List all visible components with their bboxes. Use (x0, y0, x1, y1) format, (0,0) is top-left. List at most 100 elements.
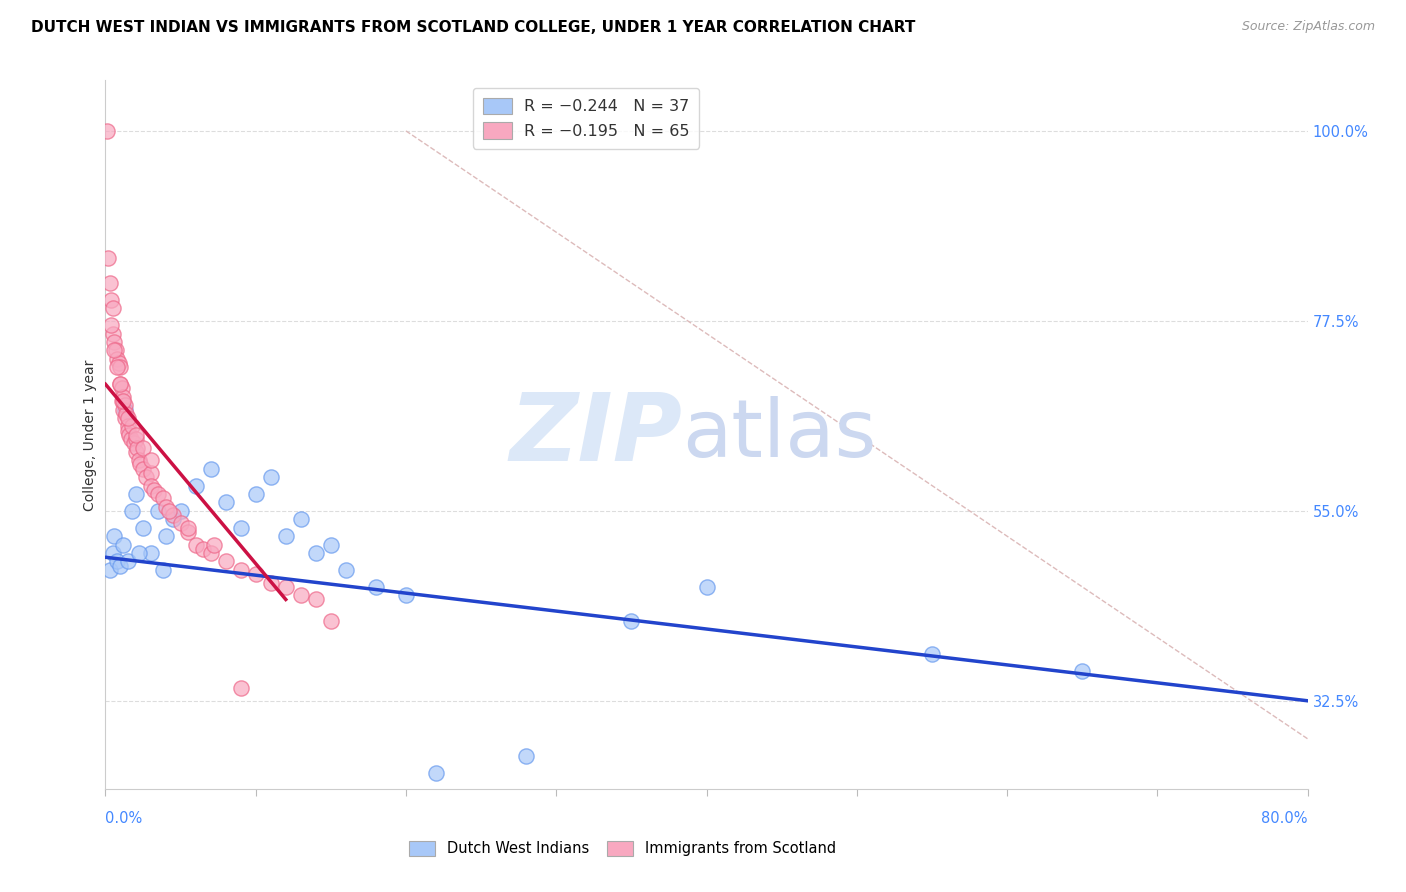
Point (152, 563, 174, 577)
Point (98, 563, 121, 577)
Point (139, 478, 162, 492)
Point (162, 512, 184, 526)
Point (110, 360, 132, 375)
Point (100, 293, 122, 307)
Point (98, 276, 121, 290)
Point (200, 546, 222, 560)
Point (229, 521, 252, 535)
Point (319, 538, 342, 552)
Point (245, 567, 267, 582)
Point (121, 504, 143, 518)
Point (103, 334, 125, 349)
Point (112, 538, 135, 552)
Point (124, 428, 146, 442)
Point (157, 504, 180, 518)
Point (177, 524, 200, 539)
Point (111, 381, 134, 395)
Point (125, 441, 148, 455)
Point (112, 394, 135, 409)
Point (107, 360, 129, 375)
Point (696, 580, 718, 594)
Point (103, 343, 125, 358)
Point (100, 318, 122, 332)
Point (117, 411, 139, 425)
Point (229, 563, 252, 577)
Point (97, 251, 120, 265)
Point (117, 554, 139, 568)
Point (305, 592, 328, 607)
Point (122, 436, 145, 450)
Point (111, 394, 134, 409)
Point (118, 428, 141, 442)
Point (107, 351, 129, 366)
Point (120, 432, 142, 446)
Point (139, 466, 162, 480)
Point (177, 521, 200, 535)
Point (274, 580, 297, 594)
Point (103, 529, 125, 543)
Point (117, 419, 139, 434)
Point (214, 554, 236, 568)
Point (129, 458, 152, 472)
Point (117, 424, 139, 438)
Point (96, 124, 118, 138)
Point (110, 558, 132, 573)
Text: DUTCH WEST INDIAN VS IMMIGRANTS FROM SCOTLAND COLLEGE, UNDER 1 YEAR CORRELATION : DUTCH WEST INDIAN VS IMMIGRANTS FROM SCO… (31, 20, 915, 35)
Point (395, 588, 418, 602)
Point (115, 407, 138, 421)
Point (214, 495, 236, 509)
Point (135, 470, 157, 484)
Point (101, 326, 124, 341)
Point (305, 546, 328, 560)
Point (260, 575, 283, 590)
Point (124, 444, 146, 458)
Point (108, 356, 131, 370)
Point (202, 538, 225, 552)
Point (364, 580, 387, 594)
Point (425, 765, 447, 780)
Point (245, 487, 267, 501)
Point (515, 748, 537, 763)
Point (155, 529, 177, 543)
Point (152, 491, 174, 505)
Text: 80.0%: 80.0% (1261, 812, 1308, 826)
Point (124, 432, 146, 446)
Point (107, 554, 129, 568)
Point (128, 453, 150, 467)
Y-axis label: College, Under 1 year: College, Under 1 year (83, 359, 97, 510)
Legend: Dutch West Indians, Immigrants from Scotland: Dutch West Indians, Immigrants from Scot… (402, 834, 844, 863)
Point (184, 478, 207, 492)
Point (112, 402, 135, 417)
Point (101, 546, 124, 560)
Point (104, 343, 127, 358)
Text: ZIP: ZIP (509, 389, 682, 481)
Point (112, 390, 135, 404)
Point (132, 521, 155, 535)
Point (200, 461, 222, 475)
Point (121, 419, 143, 434)
Point (260, 470, 283, 484)
Text: atlas: atlas (682, 396, 877, 474)
Point (169, 504, 191, 518)
Point (620, 614, 643, 628)
Point (146, 487, 169, 501)
Point (290, 512, 312, 526)
Point (1071, 664, 1094, 679)
Point (128, 546, 150, 560)
Text: Source: ZipAtlas.com: Source: ZipAtlas.com (1241, 20, 1375, 33)
Point (274, 529, 297, 543)
Text: 0.0%: 0.0% (105, 812, 142, 826)
Point (139, 453, 162, 467)
Point (155, 500, 177, 514)
Point (319, 614, 342, 628)
Point (124, 487, 146, 501)
Point (146, 504, 169, 518)
Point (184, 538, 207, 552)
Point (169, 516, 191, 531)
Point (101, 301, 124, 316)
Point (114, 398, 136, 412)
Point (191, 541, 214, 556)
Point (335, 563, 357, 577)
Point (114, 411, 136, 425)
Point (162, 508, 184, 522)
